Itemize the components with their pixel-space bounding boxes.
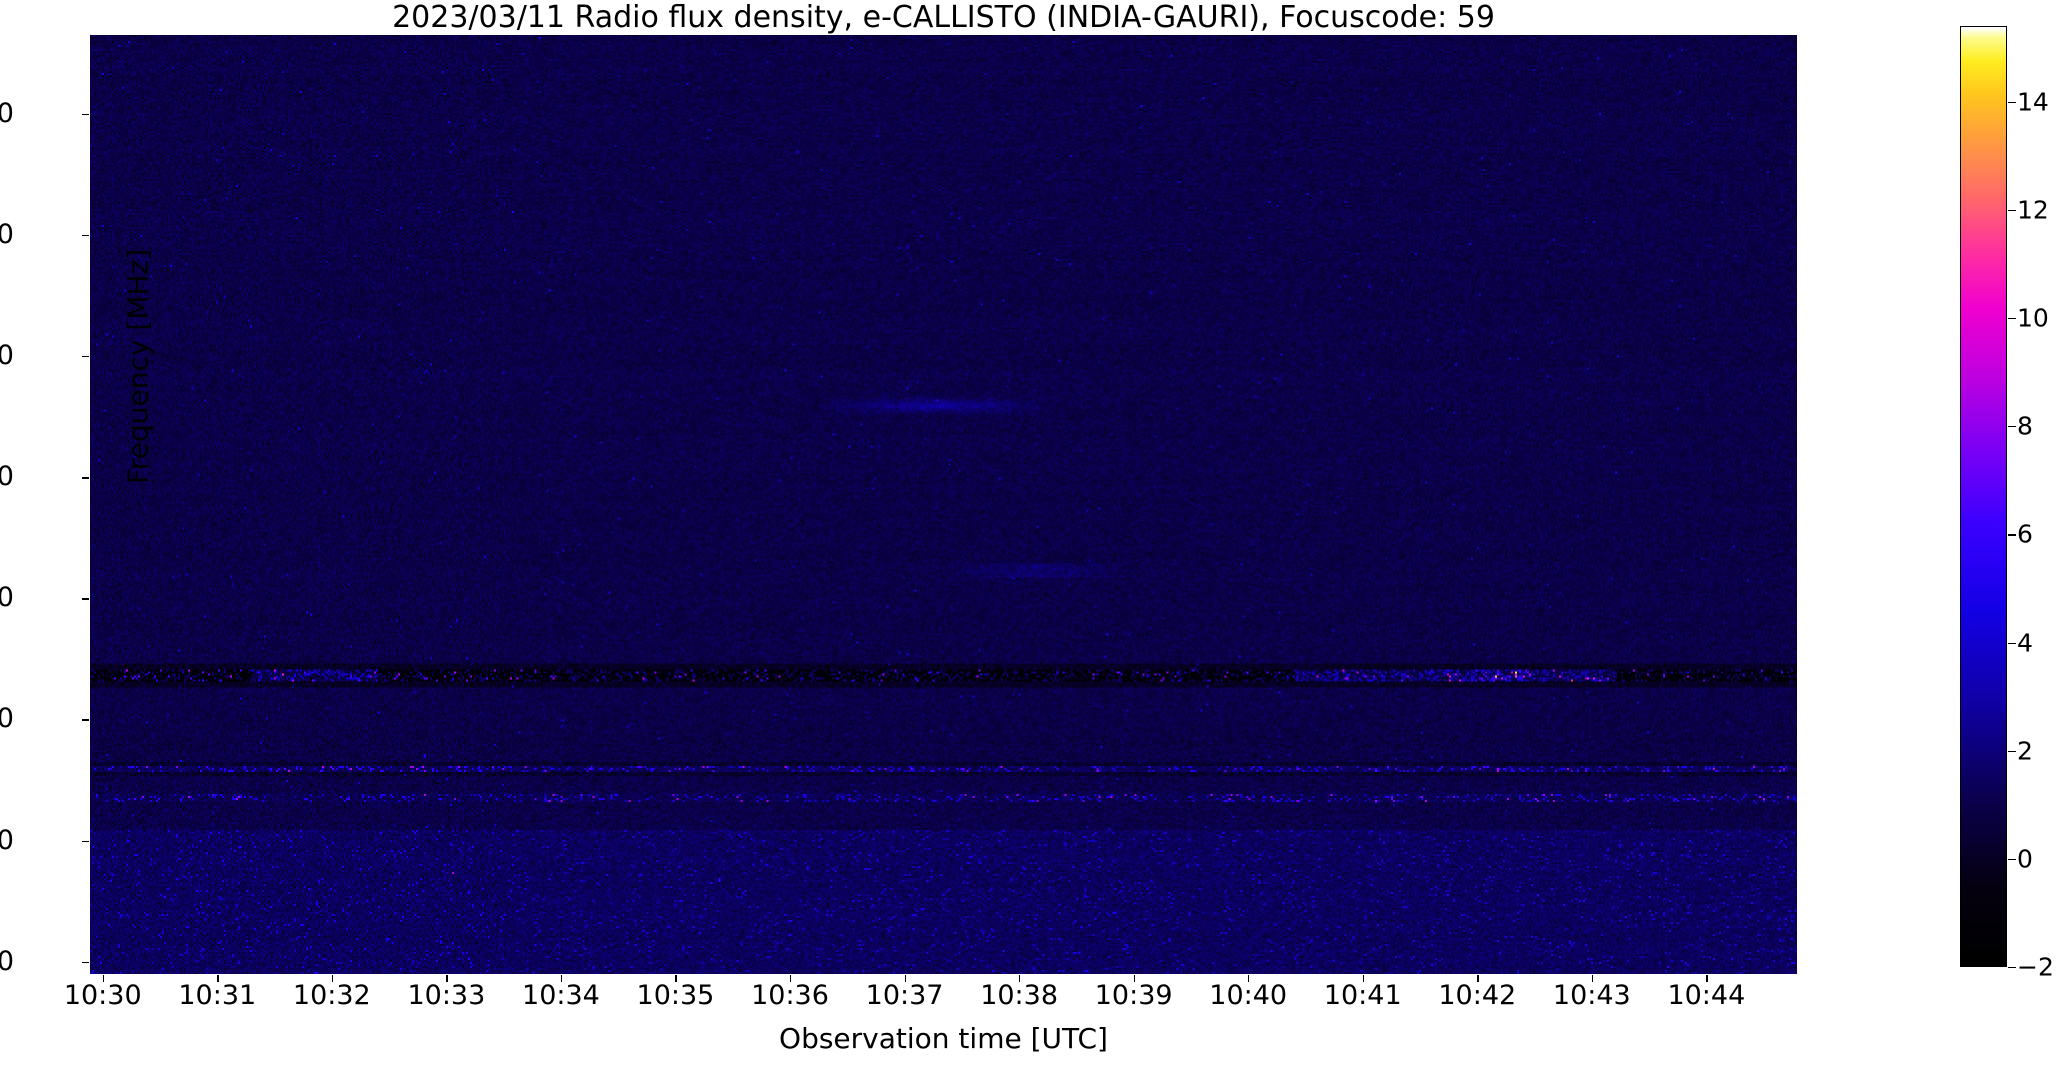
- x-tick-mark: [675, 975, 677, 982]
- colorbar-tick-label: 0: [2017, 844, 2033, 874]
- x-tick-mark: [1019, 975, 1021, 982]
- y-tick-label: 150: [0, 703, 14, 735]
- y-tick-label: 250: [0, 461, 14, 493]
- y-tick-mark: [82, 961, 89, 963]
- colorbar-tick-label: 10: [2017, 303, 2049, 333]
- x-tick-mark: [904, 975, 906, 982]
- colorbar-tick-mark: [2008, 318, 2016, 320]
- y-tick-label: 100: [0, 824, 14, 856]
- x-tick-label: 10:35: [636, 980, 715, 1011]
- x-tick-mark: [1362, 975, 1365, 982]
- y-tick-mark: [82, 477, 89, 479]
- x-tick-label: 10:33: [407, 980, 486, 1011]
- x-tick-label: 10:40: [1209, 980, 1288, 1011]
- x-tick-mark: [217, 975, 219, 982]
- colorbar-tick-label: 4: [2017, 628, 2033, 658]
- x-tick-mark: [1706, 975, 1708, 982]
- y-tick-mark: [82, 598, 89, 600]
- x-tick-label: 10:41: [1323, 980, 1402, 1011]
- x-tick-mark: [331, 975, 334, 982]
- y-tick-label: 200: [0, 582, 14, 614]
- y-axis-label: Frequency [MHz]: [121, 248, 155, 485]
- colorbar-tick-mark: [2008, 101, 2016, 103]
- x-tick-label: 10:42: [1438, 980, 1517, 1011]
- y-tick-mark: [82, 356, 89, 358]
- x-tick-label: 10:39: [1094, 980, 1173, 1011]
- colorbar-tick-label: 8: [2017, 411, 2033, 441]
- x-tick-mark: [560, 975, 563, 982]
- y-tick-label: 300: [0, 340, 14, 372]
- x-axis-label: Observation time [UTC]: [779, 1022, 1108, 1055]
- colorbar-gradient: [1961, 27, 2006, 966]
- y-tick-label: 400: [0, 97, 14, 129]
- y-tick-label: 350: [0, 219, 14, 251]
- colorbar-tick-label: 12: [2017, 195, 2049, 225]
- y-tick-mark: [82, 113, 89, 116]
- x-tick-label: 10:36: [751, 980, 829, 1011]
- x-tick-label: 10:32: [292, 980, 371, 1011]
- x-tick-label: 10:30: [63, 980, 142, 1011]
- y-tick-mark: [82, 235, 89, 237]
- colorbar-tick-label: 2: [2017, 736, 2033, 766]
- colorbar-tick-label: −2: [2017, 952, 2054, 982]
- x-tick-label: 10:31: [178, 980, 257, 1011]
- colorbar-tick-mark: [2008, 534, 2016, 536]
- colorbar-tick-mark: [2008, 750, 2016, 752]
- x-tick-mark: [1477, 975, 1479, 982]
- x-tick-label: 10:37: [865, 980, 944, 1011]
- y-tick-mark: [82, 719, 89, 721]
- x-tick-mark: [1248, 975, 1250, 982]
- colorbar-tick-mark: [2008, 642, 2016, 644]
- colorbar-tick-label: 6: [2017, 519, 2033, 549]
- colorbar-tick-mark: [2008, 858, 2016, 861]
- colorbar-tick-mark: [2008, 967, 2016, 969]
- x-tick-mark: [790, 975, 792, 982]
- spectrogram-axes[interactable]: [89, 34, 1798, 975]
- x-tick-mark: [1133, 975, 1135, 982]
- x-tick-label: 10:44: [1667, 980, 1746, 1011]
- spectrogram-image: [90, 35, 1797, 974]
- colorbar-tick-mark: [2008, 209, 2016, 212]
- x-tick-mark: [446, 975, 448, 982]
- x-tick-mark: [102, 975, 105, 982]
- page-title: 2023/03/11 Radio flux density, e-CALLIST…: [392, 0, 1495, 35]
- x-tick-mark: [1591, 975, 1594, 982]
- colorbar[interactable]: [1960, 26, 2007, 967]
- x-tick-label: 10:43: [1552, 980, 1631, 1011]
- x-tick-label: 10:38: [980, 980, 1058, 1011]
- y-tick-mark: [82, 840, 89, 842]
- y-tick-label: 50: [0, 945, 14, 977]
- colorbar-tick-label: 14: [2017, 87, 2049, 117]
- x-tick-label: 10:34: [522, 980, 600, 1011]
- colorbar-tick-mark: [2008, 426, 2016, 428]
